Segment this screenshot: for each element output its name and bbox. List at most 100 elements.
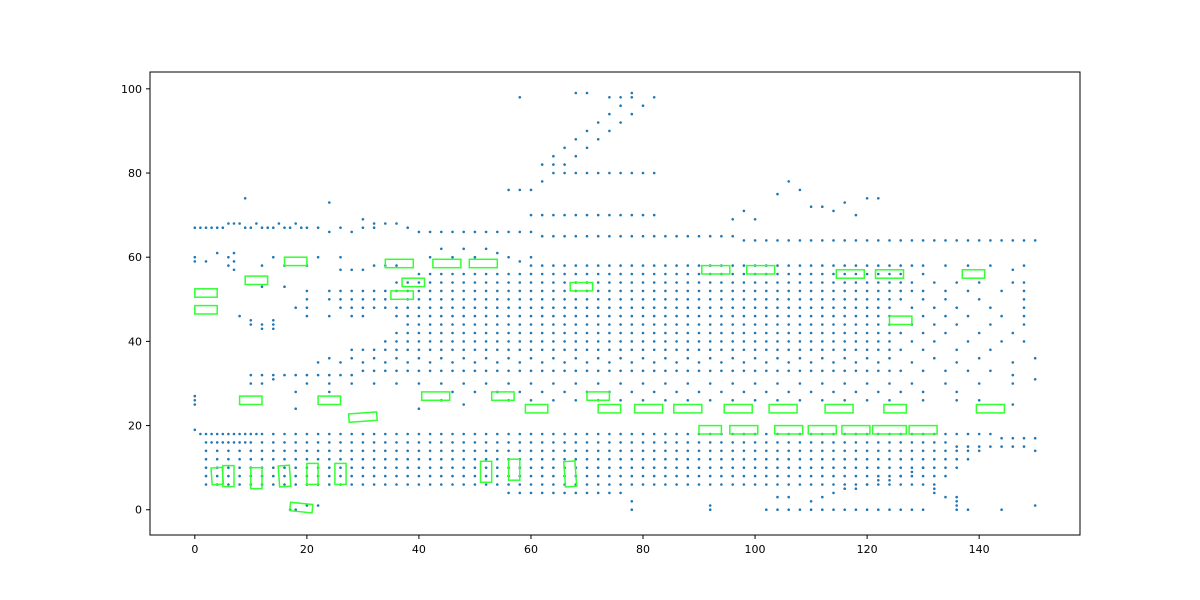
detection-box xyxy=(432,258,462,269)
scatter-point xyxy=(787,281,790,284)
detection-box xyxy=(194,288,218,298)
scatter-point xyxy=(585,234,589,238)
detection-box xyxy=(633,403,664,414)
scatter-point xyxy=(742,361,746,364)
scatter-point xyxy=(787,331,790,335)
scatter-point xyxy=(204,449,208,453)
scatter-point xyxy=(451,457,454,461)
scatter-point xyxy=(888,399,891,402)
scatter-point xyxy=(742,289,746,293)
scatter-point xyxy=(944,466,947,470)
scatter-point xyxy=(742,314,746,318)
scatter-point xyxy=(596,314,600,318)
scatter-point xyxy=(776,298,779,301)
scatter-point xyxy=(664,348,667,352)
scatter-point xyxy=(361,441,365,444)
scatter-point xyxy=(955,500,958,503)
scatter-point xyxy=(507,306,510,310)
scatter-point xyxy=(294,390,298,394)
scatter-point xyxy=(428,474,432,478)
scatter-point xyxy=(720,361,723,364)
scatter-point xyxy=(821,314,824,318)
scatter-point xyxy=(574,171,578,175)
scatter-point xyxy=(316,373,320,377)
scatter-point xyxy=(540,432,544,436)
scatter-point xyxy=(619,96,622,99)
scatter-point xyxy=(641,441,645,444)
scatter-point xyxy=(899,483,902,486)
scatter-point xyxy=(507,441,510,444)
scatter-point xyxy=(552,432,555,436)
scatter-point xyxy=(877,340,880,343)
scatter-point xyxy=(921,298,925,301)
scatter-point xyxy=(552,369,555,373)
scatter-point xyxy=(395,466,398,470)
scatter-point xyxy=(328,390,331,394)
scatter-point xyxy=(215,474,219,478)
scatter-point xyxy=(193,226,197,229)
scatter-point xyxy=(854,348,858,352)
scatter-point xyxy=(619,483,622,486)
scatter-point xyxy=(664,234,667,238)
scatter-point xyxy=(731,483,734,486)
scatter-point xyxy=(384,432,387,436)
scatter-point xyxy=(552,340,555,343)
scatter-point xyxy=(451,289,454,293)
detection-box xyxy=(250,466,263,490)
scatter-point xyxy=(540,340,544,343)
scatter-point xyxy=(395,331,398,335)
scatter-point xyxy=(328,432,331,436)
scatter-point xyxy=(888,474,891,478)
scatter-point xyxy=(641,432,645,436)
scatter-point xyxy=(809,508,813,512)
scatter-point xyxy=(563,369,566,373)
scatter-point xyxy=(316,457,320,461)
scatter-point xyxy=(854,361,858,364)
scatter-point xyxy=(238,432,241,436)
scatter-point xyxy=(283,466,286,470)
scatter-point xyxy=(854,213,858,217)
scatter-point xyxy=(316,432,320,436)
scatter-point xyxy=(1000,289,1003,293)
scatter-point xyxy=(496,457,499,461)
scatter-point xyxy=(776,340,779,343)
scatter-point xyxy=(832,466,835,470)
scatter-point xyxy=(854,289,858,293)
scatter-point xyxy=(596,323,600,326)
scatter-point xyxy=(765,508,768,512)
scatter-point xyxy=(686,466,690,470)
scatter-point xyxy=(765,323,768,326)
scatter-point xyxy=(507,323,510,326)
scatter-point xyxy=(798,449,802,453)
scatter-point xyxy=(966,289,970,293)
scatter-point xyxy=(809,457,813,461)
scatter-point xyxy=(563,323,566,326)
scatter-point xyxy=(540,361,544,364)
scatter-point xyxy=(944,298,947,301)
scatter-point xyxy=(540,491,544,495)
scatter-point xyxy=(832,491,835,495)
scatter-point xyxy=(243,226,247,229)
scatter-point xyxy=(585,314,589,318)
scatter-point xyxy=(977,331,981,335)
scatter-point xyxy=(630,96,634,99)
scatter-point xyxy=(933,491,936,495)
scatter-point xyxy=(484,298,488,301)
scatter-point xyxy=(675,466,678,470)
scatter-point xyxy=(339,449,342,453)
scatter-point xyxy=(328,474,331,478)
scatter-point xyxy=(462,483,466,486)
scatter-point xyxy=(406,483,410,486)
scatter-point xyxy=(921,314,925,318)
scatter-point xyxy=(193,394,197,398)
scatter-point xyxy=(529,369,533,373)
scatter-point xyxy=(955,508,958,512)
scatter-point xyxy=(372,289,376,293)
scatter-point xyxy=(608,129,611,133)
scatter-point xyxy=(708,340,712,343)
scatter-point xyxy=(462,356,466,360)
scatter-point xyxy=(821,474,824,478)
scatter-point xyxy=(563,163,566,166)
scatter-point xyxy=(361,466,365,470)
scatter-point xyxy=(765,466,768,470)
